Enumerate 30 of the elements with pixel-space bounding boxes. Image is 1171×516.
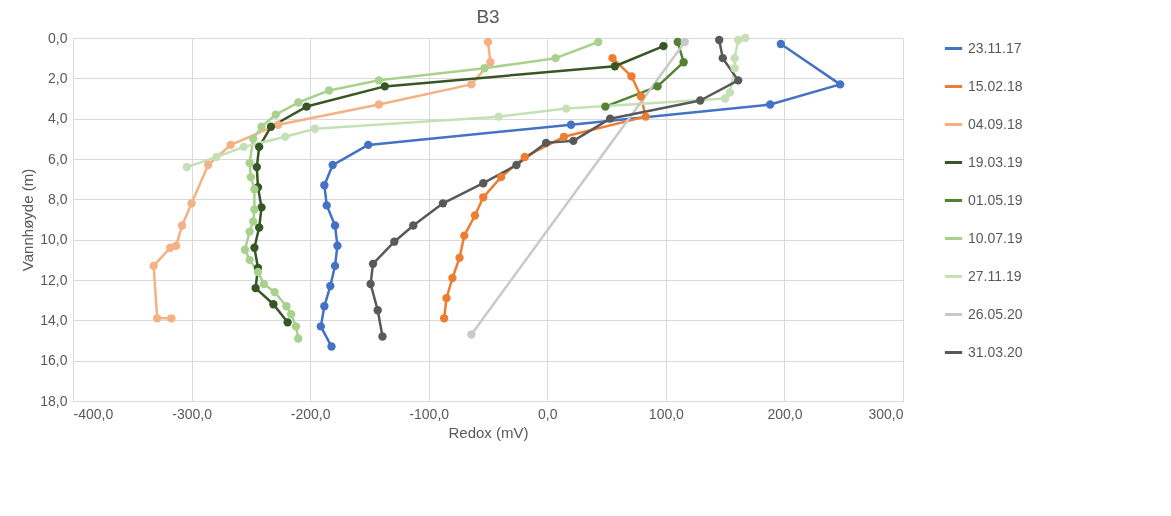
x-tick-label: -100,0 xyxy=(409,405,450,422)
y-tick-label: 4,0 xyxy=(48,110,68,127)
legend-label: 01.05.19 xyxy=(968,191,1023,208)
y-tick-label: 12,0 xyxy=(40,271,68,288)
y-tick-label: 14,0 xyxy=(40,311,68,328)
y-tick-label: 16,0 xyxy=(40,352,68,369)
y-tick-label: 0,0 xyxy=(48,29,68,46)
y-axis-title: Vannhøyde (m) xyxy=(19,168,37,272)
legend-label: 15.02.18 xyxy=(968,77,1023,94)
y-tick-label: 8,0 xyxy=(48,190,68,207)
y-tick-label: 18,0 xyxy=(40,392,68,409)
x-axis-title: Redox (mV) xyxy=(448,423,529,441)
x-tick-label: 200,0 xyxy=(767,405,803,422)
legend-label: 23.11.17 xyxy=(968,39,1022,56)
legend-label: 26.05.20 xyxy=(968,305,1023,322)
legend-label: 10.07.19 xyxy=(968,229,1023,246)
x-tick-label: -300,0 xyxy=(172,405,213,422)
x-tick-label: 0,0 xyxy=(538,405,558,422)
x-tick-label: -400,0 xyxy=(73,405,114,422)
legend-label: 27.11.19 xyxy=(968,267,1022,284)
legend-label: 31.03.20 xyxy=(968,343,1023,360)
legend-label: 04.09.18 xyxy=(968,115,1023,132)
x-tick-label: 300,0 xyxy=(868,405,904,422)
x-tick-label: 100,0 xyxy=(648,405,685,422)
y-tick-label: 10,0 xyxy=(40,231,68,248)
x-tick-label: -200,0 xyxy=(290,405,331,422)
y-tick-label: 2,0 xyxy=(48,69,68,86)
legend-label: 19.03.19 xyxy=(968,153,1023,170)
y-tick-label: 6,0 xyxy=(48,150,68,167)
chart-title: B3 xyxy=(476,6,500,27)
